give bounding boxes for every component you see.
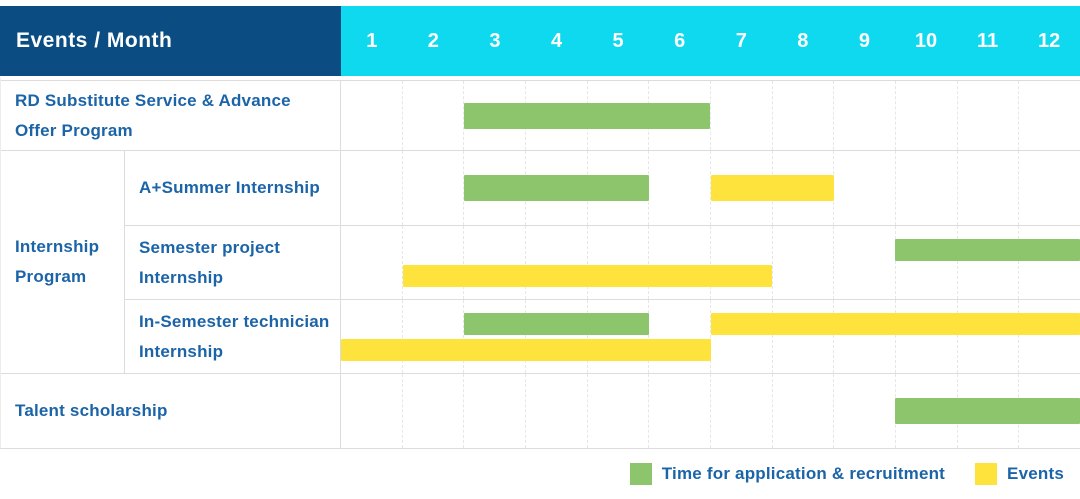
month-grid-cell bbox=[957, 151, 1019, 225]
month-grid-cell bbox=[648, 226, 710, 299]
month-grid-cell bbox=[833, 226, 895, 299]
month-header-cell: 12 bbox=[1018, 6, 1080, 76]
timeline-cell bbox=[341, 300, 1080, 373]
month-grid-cell bbox=[341, 374, 402, 448]
month-grid-cell bbox=[833, 151, 895, 225]
month-header-cell: 1 bbox=[341, 6, 403, 76]
gantt-bar-events bbox=[403, 265, 773, 287]
gantt-bar-application bbox=[895, 239, 1080, 261]
month-grid-cell bbox=[402, 300, 464, 373]
table-row: Semester project Internship bbox=[125, 225, 1080, 299]
month-grid-cell bbox=[1018, 151, 1080, 225]
row-label-rd-substitute: RD Substitute Service & Advance Offer Pr… bbox=[1, 81, 341, 150]
month-grid-cell bbox=[463, 226, 525, 299]
month-grid-cell bbox=[525, 300, 587, 373]
month-grid-cell bbox=[402, 374, 464, 448]
month-grid-cell bbox=[587, 374, 649, 448]
month-grid-cell bbox=[341, 151, 402, 225]
month-grid-cell bbox=[341, 81, 402, 150]
table-row: In-Semester technician Internship bbox=[125, 299, 1080, 373]
row-label-talent-scholarship: Talent scholarship bbox=[1, 374, 341, 448]
month-grid-cell bbox=[710, 300, 772, 373]
month-header-cell: 9 bbox=[834, 6, 896, 76]
month-grid-cell bbox=[833, 374, 895, 448]
month-grid-cell bbox=[648, 151, 710, 225]
timeline-cell bbox=[341, 374, 1080, 448]
month-grid-cell bbox=[402, 81, 464, 150]
legend-item-application: Time for application & recruitment bbox=[630, 463, 945, 485]
month-grid-cell bbox=[402, 226, 464, 299]
timeline-cell bbox=[341, 81, 1080, 150]
month-grid-cell bbox=[957, 81, 1019, 150]
events-month-header-cell: Events / Month bbox=[0, 6, 341, 76]
group-label-internship-program: Internship Program bbox=[1, 151, 125, 373]
month-grid-cell bbox=[648, 300, 710, 373]
month-header-cell: 2 bbox=[403, 6, 465, 76]
month-grid-cell bbox=[402, 151, 464, 225]
gantt-bar-application bbox=[895, 398, 1080, 424]
month-header-cell: 11 bbox=[957, 6, 1019, 76]
month-grid-cell bbox=[1018, 226, 1080, 299]
month-grid-cell bbox=[710, 226, 772, 299]
month-grid-cell bbox=[895, 151, 957, 225]
month-header-cell: 4 bbox=[526, 6, 588, 76]
month-grid-cell bbox=[587, 300, 649, 373]
legend: Time for application & recruitment Event… bbox=[0, 449, 1080, 499]
month-grid-cell bbox=[772, 81, 834, 150]
month-header-cell: 7 bbox=[710, 6, 772, 76]
month-grid-cell bbox=[772, 226, 834, 299]
month-grid-cell bbox=[833, 81, 895, 150]
month-grid-cell bbox=[895, 81, 957, 150]
legend-item-events: Events bbox=[975, 463, 1064, 485]
timeline-cell bbox=[341, 151, 1080, 225]
month-grid-cell bbox=[1018, 81, 1080, 150]
month-grid-cell bbox=[957, 226, 1019, 299]
timeline-cell bbox=[341, 226, 1080, 299]
month-grid-cell bbox=[463, 374, 525, 448]
month-grid-cell bbox=[772, 374, 834, 448]
month-grid-cell bbox=[1018, 300, 1080, 373]
month-grid-cell bbox=[957, 300, 1019, 373]
gantt-bar-events bbox=[711, 175, 834, 201]
month-header-cell: 6 bbox=[649, 6, 711, 76]
month-grid-cell bbox=[895, 300, 957, 373]
table-body: RD Substitute Service & Advance Offer Pr… bbox=[0, 76, 1080, 449]
legend-label-events: Events bbox=[1007, 464, 1064, 484]
month-grid-cell bbox=[587, 226, 649, 299]
month-grid-cell bbox=[710, 374, 772, 448]
month-header-cell: 3 bbox=[464, 6, 526, 76]
month-grid-cell bbox=[525, 374, 587, 448]
internship-program-group: Internship Program A+Summer Internship S… bbox=[1, 150, 1080, 373]
table-row: A+Summer Internship bbox=[125, 151, 1080, 225]
month-header-cell: 5 bbox=[587, 6, 649, 76]
legend-label-application: Time for application & recruitment bbox=[662, 464, 945, 484]
month-grid-cell bbox=[710, 81, 772, 150]
gantt-bar-application bbox=[464, 313, 649, 335]
gantt-bar-application bbox=[464, 175, 649, 201]
events-color-swatch bbox=[975, 463, 997, 485]
gantt-bar-events bbox=[341, 339, 711, 361]
month-grid-cell bbox=[895, 226, 957, 299]
month-grid-cell bbox=[525, 226, 587, 299]
month-grid-cell bbox=[463, 300, 525, 373]
gantt-bar-events bbox=[711, 313, 1080, 335]
application-color-swatch bbox=[630, 463, 652, 485]
row-label-a-plus-summer: A+Summer Internship bbox=[125, 151, 341, 225]
table-row: RD Substitute Service & Advance Offer Pr… bbox=[1, 80, 1080, 150]
row-label-in-semester-technician: In-Semester technician Internship bbox=[125, 300, 341, 373]
row-label-semester-project: Semester project Internship bbox=[125, 226, 341, 299]
table-row: Talent scholarship bbox=[1, 373, 1080, 448]
month-grid-cell bbox=[341, 226, 402, 299]
gantt-bar-application bbox=[464, 103, 710, 129]
internship-subrows: A+Summer Internship Semester project Int… bbox=[125, 151, 1080, 373]
month-header-cell: 8 bbox=[772, 6, 834, 76]
month-header-cell: 10 bbox=[895, 6, 957, 76]
month-grid-cell bbox=[833, 300, 895, 373]
month-grid-cell bbox=[772, 300, 834, 373]
month-grid-cell bbox=[341, 300, 402, 373]
month-grid-cell bbox=[648, 374, 710, 448]
